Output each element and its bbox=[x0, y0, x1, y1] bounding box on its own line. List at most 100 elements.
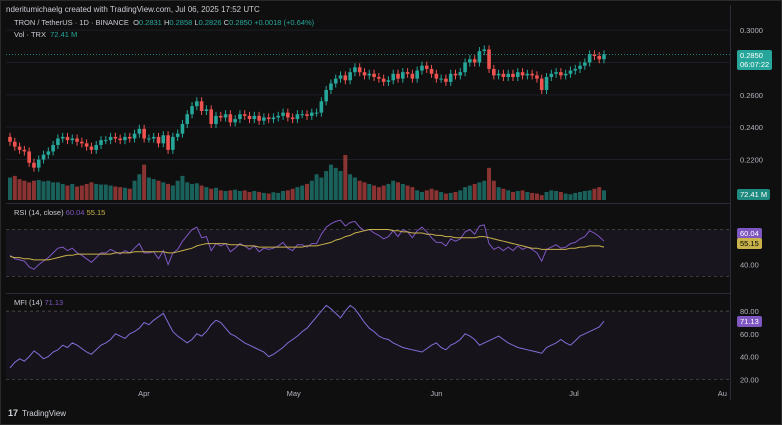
volume-bar bbox=[362, 182, 367, 200]
volume-bar bbox=[51, 182, 56, 200]
candle-body bbox=[46, 151, 51, 155]
created-by-header: nderitumichaelg created with TradingView… bbox=[6, 5, 260, 14]
volume-bar bbox=[94, 183, 99, 200]
close-label: C bbox=[223, 18, 230, 27]
candle-body bbox=[372, 73, 376, 78]
volume-bar bbox=[79, 185, 84, 200]
x-tick-label: Jul bbox=[569, 389, 579, 398]
volume-bar bbox=[41, 181, 46, 200]
volume-bar bbox=[151, 179, 156, 200]
candle-body bbox=[195, 101, 199, 107]
volume-bar bbox=[213, 187, 218, 200]
candle-body bbox=[295, 114, 300, 120]
candle-body bbox=[171, 136, 175, 150]
volume-bar bbox=[448, 192, 453, 200]
candle-body bbox=[166, 135, 170, 150]
countdown: 06:07:22 bbox=[740, 60, 770, 69]
candle-body bbox=[357, 67, 362, 73]
mfi-legend-value: 71.13 bbox=[44, 298, 64, 307]
volume-bar bbox=[525, 191, 530, 200]
volume-bar bbox=[36, 180, 41, 200]
volume-bar bbox=[400, 183, 405, 200]
volume-bar bbox=[510, 191, 515, 200]
volume-bar bbox=[266, 193, 271, 200]
rsi-legend-value: 60.04 bbox=[65, 208, 85, 217]
volume-bar bbox=[549, 190, 554, 200]
volume-bar bbox=[348, 174, 353, 200]
pane-divider bbox=[6, 293, 730, 294]
rsi-label[interactable]: RSI (14, close) bbox=[14, 208, 64, 217]
volume-bar bbox=[190, 183, 195, 200]
volume-bar bbox=[204, 187, 209, 200]
volume-bar bbox=[242, 190, 247, 200]
volume-bar bbox=[146, 177, 151, 200]
candle-body bbox=[123, 136, 127, 141]
candle-body bbox=[70, 138, 75, 141]
candle-body bbox=[319, 101, 324, 113]
candle-body bbox=[444, 78, 448, 82]
volume-bar bbox=[338, 171, 343, 200]
volume-bar bbox=[515, 191, 520, 200]
volume-bar bbox=[281, 191, 286, 200]
volume-bar bbox=[103, 184, 108, 200]
volume-bar bbox=[429, 188, 434, 200]
volume-bar bbox=[75, 186, 80, 200]
volume-bar bbox=[534, 193, 539, 200]
candle-body bbox=[410, 73, 415, 79]
volume-bar bbox=[424, 190, 429, 200]
volume-bar bbox=[487, 167, 492, 200]
volume-bar bbox=[597, 187, 602, 200]
candle-body bbox=[511, 73, 515, 78]
candle-body bbox=[118, 138, 122, 141]
x-tick-label: Au bbox=[718, 389, 727, 398]
candle-body bbox=[257, 115, 261, 121]
candle-body bbox=[544, 77, 549, 90]
volume-bar bbox=[352, 177, 357, 200]
volume-bar bbox=[132, 180, 137, 200]
symbol-label[interactable]: TRON / TetherUS · 1D · BINANCE bbox=[14, 18, 129, 27]
volume-bar bbox=[60, 183, 65, 200]
volume-bar bbox=[261, 192, 266, 200]
rsi-ma-badge: 55.15 bbox=[737, 238, 762, 249]
candle-body bbox=[242, 114, 247, 116]
close-value: 0.2850 bbox=[229, 18, 253, 27]
price-badge: 0.2850 06:07:22 bbox=[737, 50, 773, 70]
volume-bar bbox=[309, 180, 314, 200]
volume-bar bbox=[122, 187, 127, 200]
rsi-line bbox=[9, 219, 605, 270]
volume-bar bbox=[568, 194, 573, 200]
footer-brand[interactable]: TradingView bbox=[22, 408, 67, 418]
candle-body bbox=[415, 70, 419, 79]
volume-bar bbox=[55, 182, 60, 200]
candle-body bbox=[60, 136, 65, 139]
volume-bar bbox=[137, 174, 142, 200]
volume-label[interactable]: Vol · TRX bbox=[14, 30, 46, 39]
candle-body bbox=[113, 136, 118, 139]
candle-body bbox=[175, 133, 180, 137]
candle-body bbox=[496, 73, 501, 76]
volume-bar bbox=[223, 191, 228, 200]
candle-body bbox=[343, 75, 348, 81]
candle-body bbox=[597, 55, 602, 60]
candle-body bbox=[156, 136, 161, 144]
volume-bar bbox=[357, 180, 362, 200]
mfi-label[interactable]: MFI (14) bbox=[14, 298, 43, 307]
candle-body bbox=[94, 144, 99, 150]
volume-bar bbox=[491, 180, 496, 200]
volume-bar bbox=[563, 193, 568, 200]
volume-bar bbox=[443, 193, 448, 200]
tradingview-logo-icon[interactable]: 17 bbox=[8, 408, 19, 418]
mfi-tick-label: 60.00 bbox=[740, 330, 759, 339]
candle-body bbox=[338, 75, 343, 79]
candle-body bbox=[439, 78, 443, 80]
candle-body bbox=[180, 123, 185, 134]
candle-body bbox=[27, 151, 31, 163]
mfi-badge: 71.13 bbox=[737, 316, 762, 327]
candle-body bbox=[300, 114, 305, 116]
pane-divider bbox=[6, 203, 730, 204]
volume-bar bbox=[27, 182, 32, 200]
candle-body bbox=[108, 136, 113, 141]
volume-bar bbox=[434, 190, 439, 200]
candle-body bbox=[65, 136, 70, 141]
